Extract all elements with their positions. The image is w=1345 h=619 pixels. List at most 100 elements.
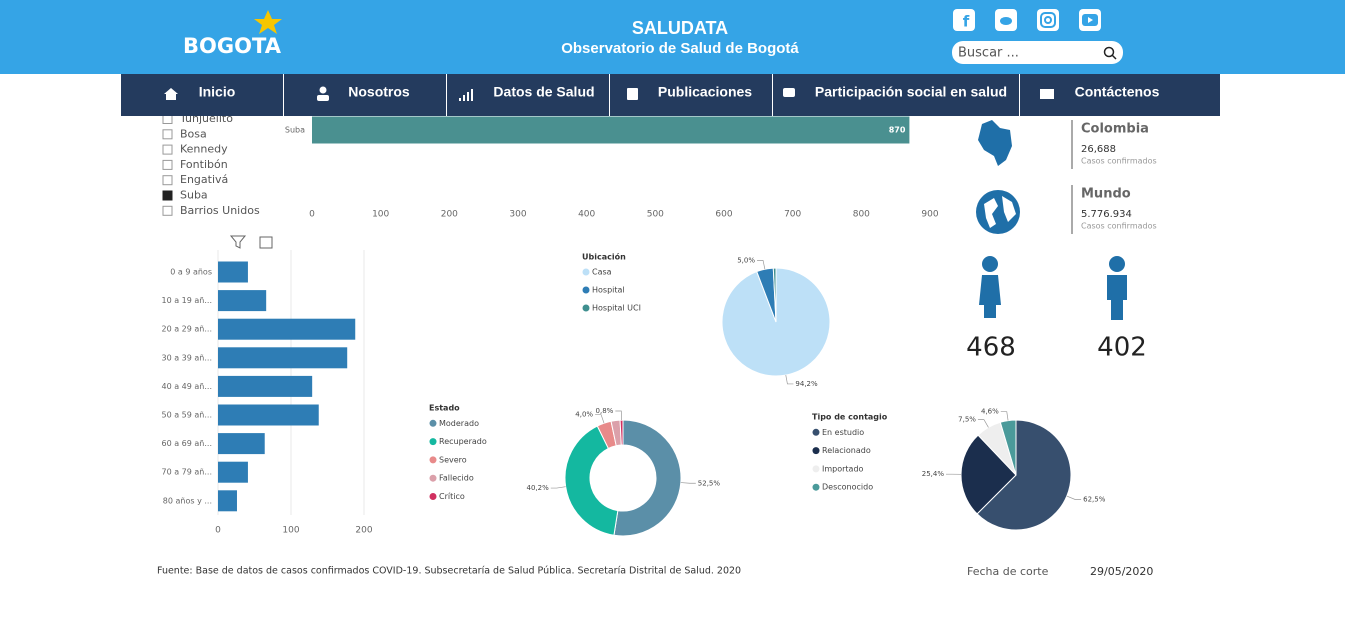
y-tick-label: 60 a 69 añ... — [162, 439, 213, 448]
legend-swatch — [430, 475, 437, 482]
y-tick-label: 80 años y ... — [163, 496, 212, 505]
book-icon — [627, 88, 638, 100]
bar — [218, 376, 312, 397]
legend-swatch — [813, 484, 820, 491]
case-label: Casos confirmados — [1081, 157, 1157, 166]
checkbox[interactable] — [163, 160, 172, 169]
x-tick-label: 700 — [784, 210, 801, 220]
legend-label: En estudio — [822, 428, 864, 437]
nav-item[interactable]: Contáctenos — [1075, 84, 1160, 100]
legend-label: Severo — [439, 455, 467, 464]
x-tick-label: 200 — [441, 210, 458, 220]
x-tick-label: 800 — [853, 210, 870, 220]
legend-title: Tipo de contagio — [812, 413, 888, 422]
data-label: 4,0% — [575, 411, 593, 419]
y-tick-label: 70 a 79 añ... — [162, 468, 213, 477]
nav-item[interactable]: Datos de Salud — [493, 84, 594, 100]
legend-title: Ubicación — [582, 252, 626, 262]
case-value: 26,688 — [1081, 144, 1116, 155]
source-note: Fuente: Base de datos de casos confirmad… — [157, 566, 741, 577]
mail-icon — [1040, 89, 1054, 99]
chart-icon — [463, 95, 465, 101]
legend-swatch — [430, 420, 437, 427]
logo[interactable]: BOGOTA — [183, 34, 282, 58]
checkbox[interactable] — [163, 130, 172, 139]
x-tick-label: 100 — [372, 210, 389, 220]
locality-label: Bosa — [180, 127, 207, 140]
checkbox[interactable] — [163, 206, 172, 215]
nav-item[interactable]: Publicaciones — [658, 84, 752, 100]
case-label: Casos confirmados — [1081, 222, 1157, 231]
male-count: 402 — [1097, 333, 1147, 363]
data-label: 4,6% — [981, 408, 999, 416]
y-tick-label: 40 a 49 añ... — [162, 382, 213, 391]
bar — [218, 462, 248, 483]
legend-label: Hospital — [592, 286, 625, 295]
legend-label: Importado — [822, 464, 864, 473]
female-icon-head — [982, 256, 998, 272]
legend-label: Relacionado — [822, 446, 871, 455]
legend-label: Fallecido — [439, 474, 474, 483]
y-tick-label: 10 a 19 añ... — [162, 296, 213, 305]
site-title: SALUDATA — [632, 18, 728, 38]
legend-swatch — [430, 438, 437, 445]
data-label: 870 — [889, 126, 906, 135]
x-tick-label: 0 — [215, 526, 221, 536]
locality-label: Kennedy — [180, 143, 228, 156]
data-label: 25,4% — [922, 470, 945, 478]
nav-item[interactable]: Nosotros — [348, 84, 410, 100]
bar — [218, 433, 265, 454]
y-tick-label: 0 a 9 años — [170, 268, 212, 277]
chart-icon — [459, 98, 461, 101]
locality-label: Barrios Unidos — [180, 204, 260, 217]
search-placeholder: Buscar ... — [958, 46, 1019, 61]
checkbox[interactable] — [163, 145, 172, 154]
checkbox[interactable] — [163, 176, 172, 185]
legend-label: Casa — [592, 268, 612, 277]
site-subtitle: Observatorio de Salud de Bogotá — [561, 40, 799, 57]
legend-label: Moderado — [439, 419, 479, 428]
y-tick-label: Suba — [285, 126, 305, 135]
y-tick-label: 30 a 39 añ... — [162, 353, 213, 362]
female-count: 468 — [966, 333, 1016, 363]
legend-swatch — [813, 447, 820, 454]
cutoff-label: Fecha de corte — [967, 565, 1049, 578]
x-tick-label: 0 — [309, 210, 315, 220]
legend-label: Desconocido — [822, 483, 873, 492]
x-tick-label: 300 — [509, 210, 526, 220]
legend-label: Recuperado — [439, 437, 487, 446]
x-tick-label: 500 — [647, 210, 664, 220]
user-icon — [320, 87, 327, 94]
facebook-glyph: f — [963, 13, 970, 31]
case-name: Mundo — [1081, 187, 1131, 202]
legend-swatch — [583, 287, 590, 294]
legend-swatch — [430, 493, 437, 500]
legend-swatch — [583, 305, 590, 312]
data-label: 0,8% — [596, 407, 614, 415]
legend-swatch — [583, 269, 590, 276]
nav-item[interactable]: Participación social en salud — [815, 84, 1007, 100]
legend-swatch — [813, 465, 820, 472]
x-tick-label: 400 — [578, 210, 595, 220]
bar — [312, 117, 909, 144]
legend-title: Estado — [429, 404, 460, 413]
legend-label: Hospital UCI — [592, 304, 641, 313]
checkbox[interactable] — [163, 191, 172, 200]
twitter-glyph — [1000, 17, 1012, 25]
data-label: 5,0% — [737, 256, 755, 264]
y-tick-label: 50 a 59 añ... — [162, 411, 213, 420]
case-value: 5.776.934 — [1081, 209, 1132, 220]
comment-icon — [783, 88, 795, 97]
legend-swatch — [813, 429, 820, 436]
x-tick-label: 900 — [921, 210, 938, 220]
bar — [218, 405, 319, 426]
x-tick-label: 100 — [282, 526, 299, 536]
case-name: Colombia — [1081, 122, 1149, 137]
bar — [218, 347, 347, 368]
bar — [218, 319, 355, 340]
data-label: 62,5% — [1083, 495, 1106, 503]
bar — [218, 262, 248, 283]
bar — [218, 490, 237, 511]
x-tick-label: 200 — [355, 526, 372, 536]
nav-item[interactable]: Inicio — [199, 84, 236, 100]
